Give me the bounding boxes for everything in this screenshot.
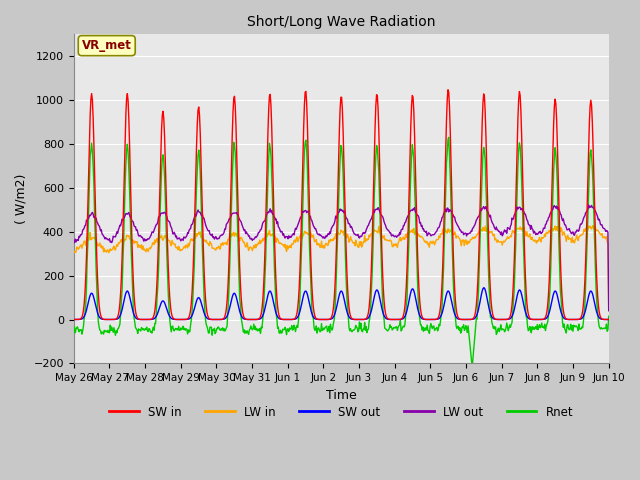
Title: Short/Long Wave Radiation: Short/Long Wave Radiation <box>247 15 435 29</box>
X-axis label: Time: Time <box>326 389 356 402</box>
Text: VR_met: VR_met <box>82 39 132 52</box>
Y-axis label: ( W/m2): ( W/m2) <box>15 174 28 224</box>
Legend: SW in, LW in, SW out, LW out, Rnet: SW in, LW in, SW out, LW out, Rnet <box>104 401 578 423</box>
